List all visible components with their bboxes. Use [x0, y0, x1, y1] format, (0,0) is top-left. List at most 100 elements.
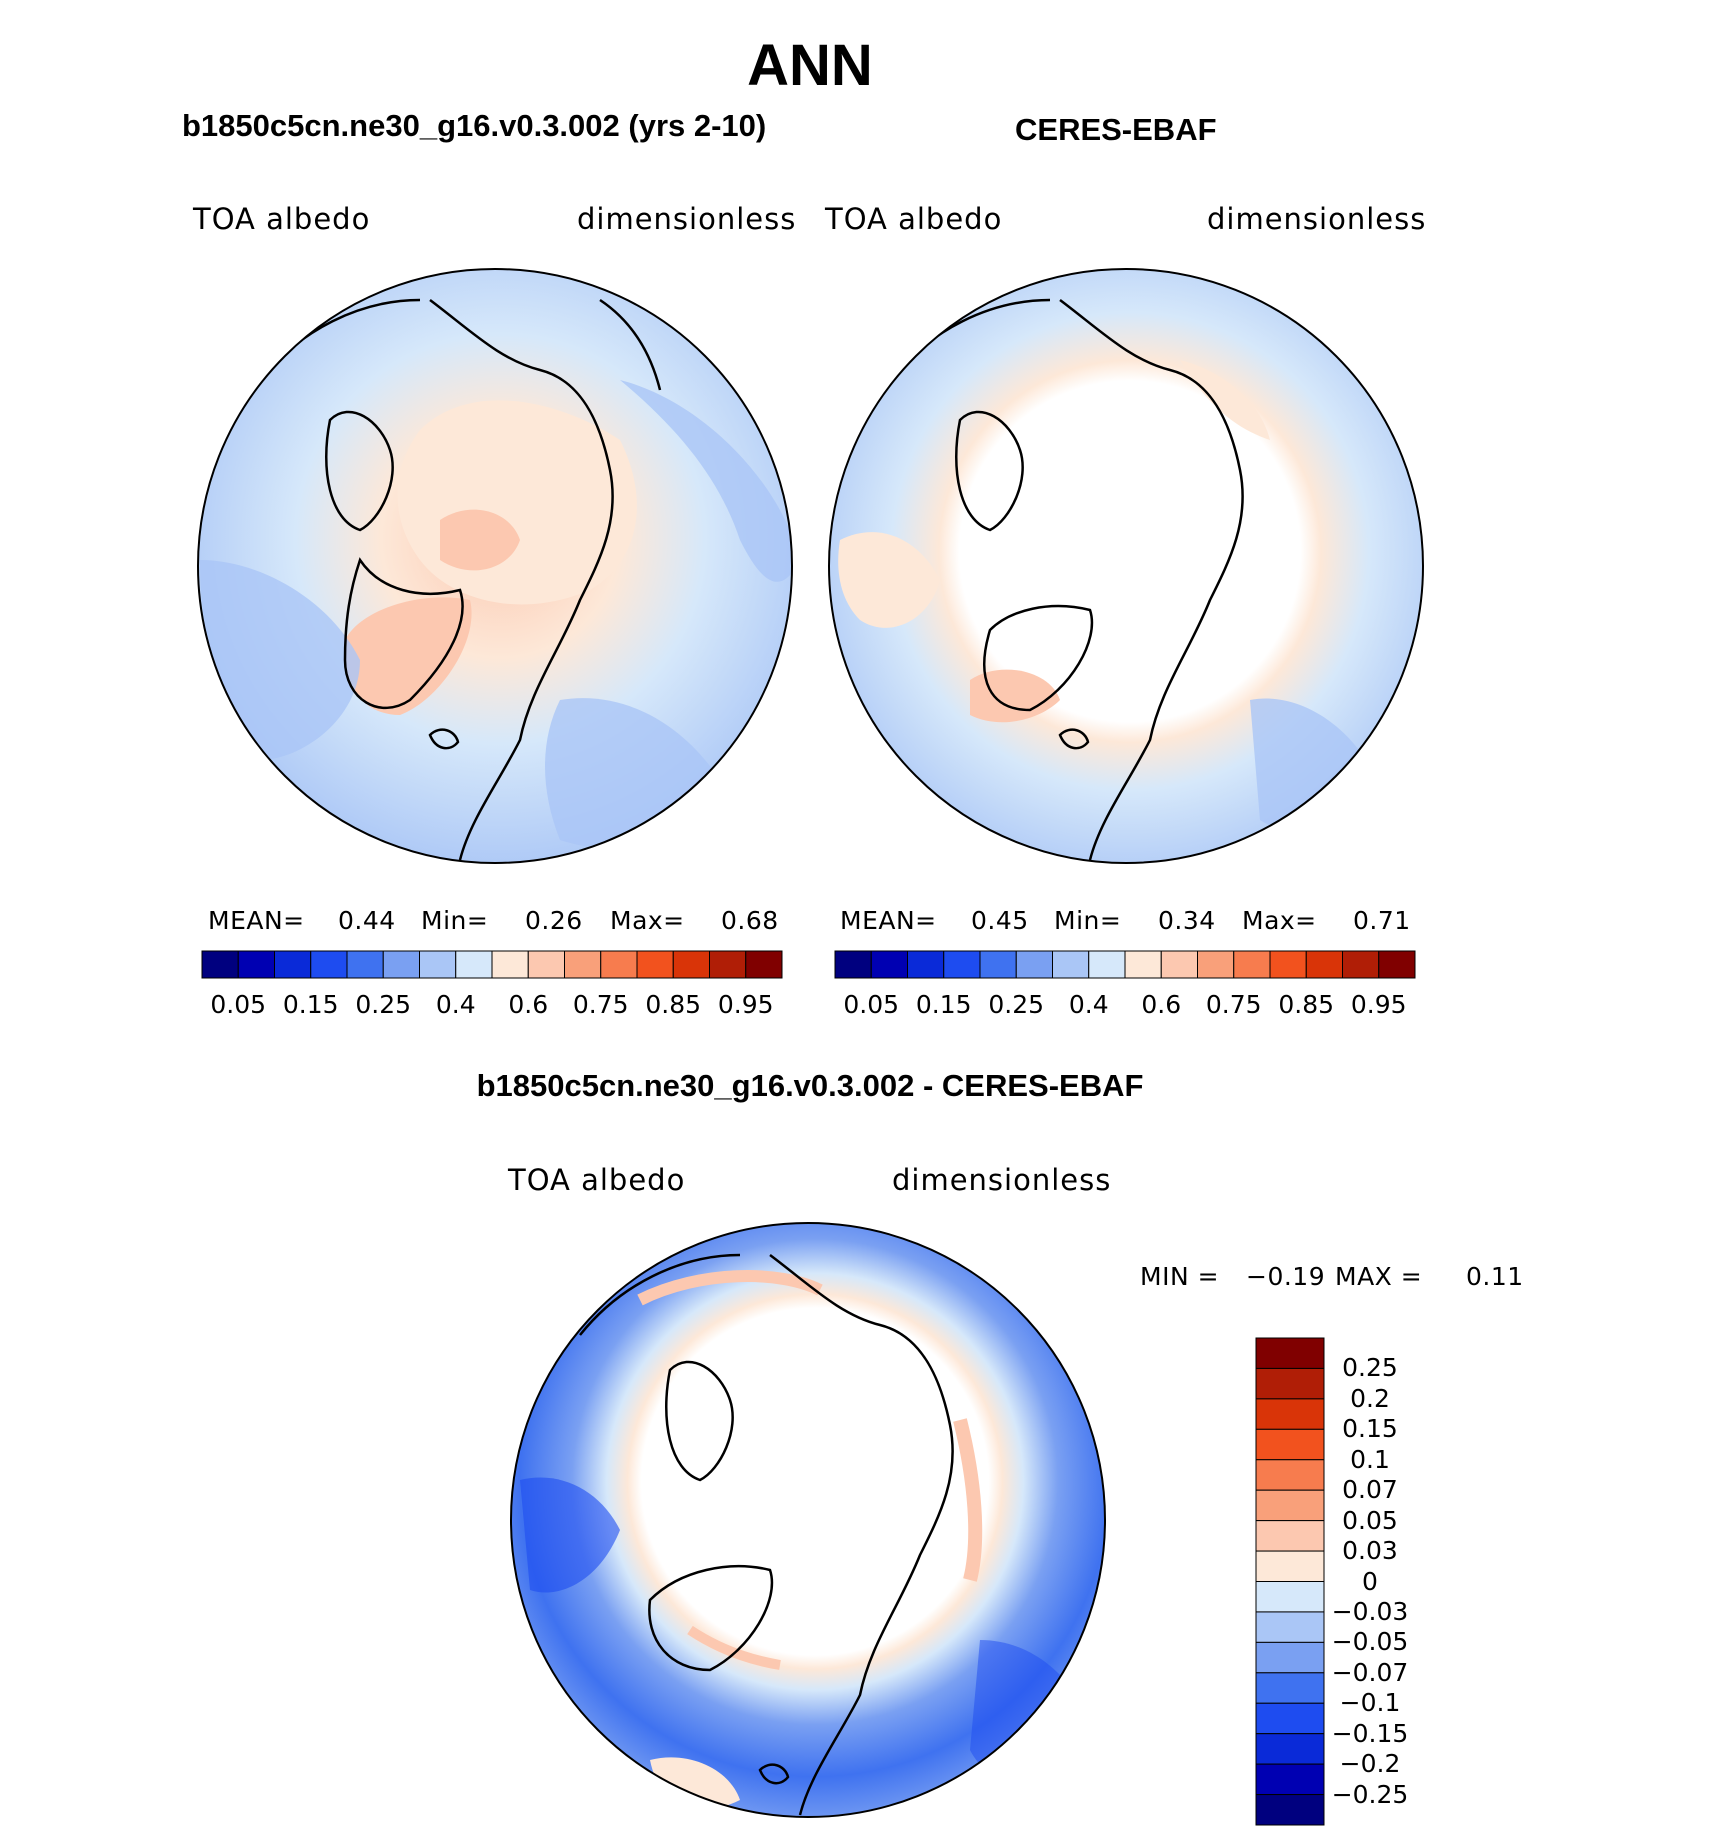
colorbar-box	[834, 950, 872, 979]
colorbar-box	[1255, 1702, 1325, 1735]
diff-min-label: MIN =	[1140, 1262, 1220, 1291]
colorbar-box	[1160, 950, 1198, 979]
colorbar-box	[1255, 1733, 1325, 1765]
colorbar-box	[310, 950, 348, 979]
colorbar-box	[201, 950, 239, 979]
diff-min-value: −0.19	[1246, 1262, 1326, 1291]
colorbar-box	[346, 950, 384, 979]
model-panel-title: b1850c5cn.ne30_g16.v0.3.002 (yrs 2-10)	[182, 108, 767, 143]
diff-max-label: MAX =	[1335, 1262, 1423, 1291]
colorbar-box	[1233, 950, 1271, 979]
colorbar-box	[237, 950, 275, 979]
colorbar-tick-label: −0.25	[1331, 1779, 1409, 1809]
colorbar-box	[1255, 1672, 1325, 1704]
colorbar-tick-label: −0.07	[1331, 1657, 1409, 1687]
colorbar-box	[870, 950, 908, 979]
colorbar-box	[455, 950, 493, 979]
colorbar-tick-label: 0.75	[572, 990, 629, 1019]
colorbar-tick-label: −0.03	[1331, 1596, 1409, 1626]
colorbar-tick-label: 0.6	[1141, 990, 1182, 1019]
colorbar-box	[1255, 1611, 1325, 1643]
colorbar-box	[672, 950, 710, 979]
colorbar-box	[1255, 1459, 1325, 1491]
colorbar-box	[527, 950, 565, 979]
colorbar-tick-label: 0.4	[435, 990, 476, 1019]
colorbar-box	[1255, 1337, 1325, 1369]
colorbar-box	[1015, 950, 1053, 979]
colorbar-tick-label: −0.2	[1339, 1749, 1401, 1779]
colorbar-box	[1124, 950, 1162, 979]
colorbar-tick-label: 0.95	[1350, 990, 1407, 1019]
colorbar-box	[1088, 950, 1126, 979]
colorbar-box	[709, 950, 747, 979]
colorbar-tick-label: 0.15	[282, 990, 339, 1019]
colorbar-tick-label: 0.03	[1342, 1536, 1398, 1566]
obs-min-label: Min=	[1054, 906, 1122, 935]
colorbar-tick-label: 0.25	[1342, 1353, 1398, 1383]
colorbar-box	[600, 950, 638, 979]
colorbar-tick-label: 0.15	[915, 990, 972, 1019]
obs-variable-label: TOA albedo	[825, 202, 1003, 236]
colorbar-tick-label: 0.85	[1278, 990, 1335, 1019]
colorbar-box	[1255, 1581, 1325, 1613]
colorbar-tick-label: −0.05	[1331, 1627, 1409, 1657]
colorbar-tick-label: 0.1	[1350, 1444, 1390, 1474]
colorbar-box	[745, 950, 783, 979]
colorbar-box	[1255, 1763, 1325, 1796]
colorbar-tick-label: 0.6	[508, 990, 549, 1019]
diff-variable-label: TOA albedo	[508, 1163, 686, 1197]
obs-min-value: 0.34	[1158, 906, 1216, 935]
colorbar-box	[564, 950, 602, 979]
colorbar-box	[1255, 1794, 1325, 1826]
colorbar-box	[1052, 950, 1090, 979]
colorbar-tick-label: 0.05	[843, 990, 900, 1019]
colorbar-box	[1342, 950, 1380, 979]
colorbar-box	[943, 950, 981, 979]
colorbar-tick-label: 0.07	[1342, 1475, 1398, 1505]
figure-title: ANN	[747, 33, 873, 98]
colorbar-tick-label: 0.15	[1342, 1414, 1398, 1444]
obs-units-label: dimensionless	[1207, 202, 1427, 236]
colorbar-tick-label: 0.05	[1342, 1505, 1398, 1535]
diff-polar-map	[510, 1222, 1106, 1818]
model-mean-value: 0.44	[338, 906, 396, 935]
obs-panel-title: CERES-EBAF	[1015, 112, 1217, 147]
colorbar-tick-label: 0.4	[1068, 990, 1109, 1019]
colorbar-box	[382, 950, 420, 979]
obs-max-label: Max=	[1242, 906, 1317, 935]
model-max-label: Max=	[610, 906, 685, 935]
colorbar-box	[1305, 950, 1343, 979]
model-max-value: 0.68	[721, 906, 779, 935]
colorbar-box	[1255, 1428, 1325, 1461]
colorbar-box	[907, 950, 945, 979]
colorbar-tick-label: 0.05	[210, 990, 267, 1019]
colorbar-tick-label: −0.15	[1331, 1718, 1409, 1748]
colorbar-box	[1255, 1520, 1325, 1552]
colorbar-box	[1378, 950, 1416, 979]
colorbar-box	[636, 950, 674, 979]
colorbar-tick-label: 0.25	[988, 990, 1045, 1019]
colorbar-tick-label: 0	[1362, 1566, 1378, 1596]
colorbar-tick-label: 0.85	[645, 990, 702, 1019]
model-min-value: 0.26	[525, 906, 583, 935]
colorbar-box	[419, 950, 457, 979]
obs-mean-label: MEAN=	[840, 906, 937, 935]
model-variable-label: TOA albedo	[193, 202, 371, 236]
obs-polar-map	[828, 268, 1424, 864]
model-polar-map	[197, 268, 793, 864]
colorbar-tick-label: 0.25	[355, 990, 412, 1019]
colorbar-box	[1269, 950, 1307, 979]
model-min-label: Min=	[421, 906, 489, 935]
colorbar-tick-label: 0.2	[1350, 1383, 1390, 1413]
colorbar-box	[274, 950, 312, 979]
colorbar-box	[979, 950, 1017, 979]
obs-mean-value: 0.45	[971, 906, 1029, 935]
colorbar-box	[1255, 1489, 1325, 1522]
colorbar-tick-label: 0.75	[1205, 990, 1262, 1019]
model-units-label: dimensionless	[577, 202, 797, 236]
diff-panel-title: b1850c5cn.ne30_g16.v0.3.002 - CERES-EBAF	[476, 1068, 1144, 1103]
obs-max-value: 0.71	[1353, 906, 1411, 935]
diff-colorbar	[1255, 1337, 1325, 1826]
colorbar-box	[1255, 1550, 1325, 1582]
